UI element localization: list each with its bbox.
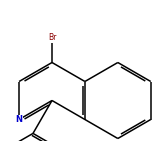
Text: Br: Br [48, 33, 56, 42]
Text: N: N [15, 115, 22, 124]
